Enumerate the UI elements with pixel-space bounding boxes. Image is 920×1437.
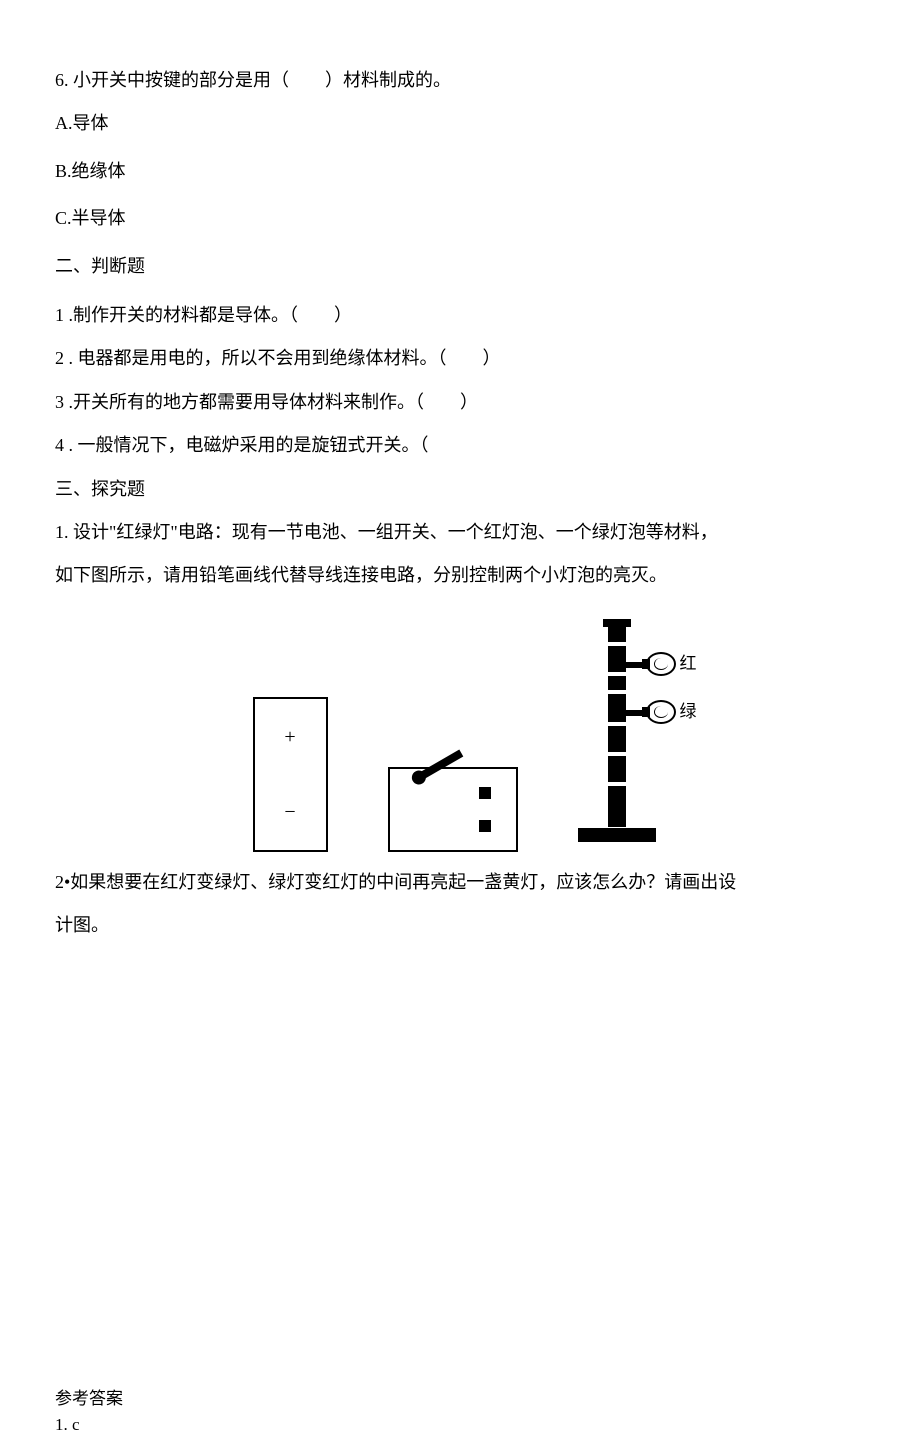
switch-terminal-2 xyxy=(479,820,491,832)
section-2-title: 二、判断题 xyxy=(55,246,865,287)
switch-terminal-1 xyxy=(479,787,491,799)
answer-title: 参考答案 xyxy=(55,1386,865,1412)
option-6b: B.绝缘体 xyxy=(55,151,865,192)
explore-q2-line2: 计图。 xyxy=(55,905,865,946)
option-6a: A.导体 xyxy=(55,103,865,144)
pole-stripe xyxy=(608,642,626,646)
question-6: 6. 小开关中按键的部分是用（ ）材料制成的。 xyxy=(55,60,865,101)
pole-base xyxy=(578,828,656,842)
bulb-green-label: 绿 xyxy=(680,703,697,720)
bulb-green-icon xyxy=(646,700,676,724)
judge-q2: 2 . 电器都是用电的，所以不会用到绝缘体材料。（ ） xyxy=(55,338,865,379)
pole-stripe xyxy=(608,672,626,676)
switch-lever xyxy=(416,749,463,781)
pole-stripe xyxy=(608,690,626,694)
pole-stripe xyxy=(608,782,626,786)
explore-q1-line1: 1. 设计"红绿灯"电路：现有一节电池、一组开关、一个红灯泡、一个绿灯泡等材料， xyxy=(55,512,865,553)
bulb-red-icon xyxy=(646,652,676,676)
battery-icon xyxy=(253,697,328,852)
circuit-diagram: 红 绿 xyxy=(55,622,865,852)
answer-section: 参考答案 1. c xyxy=(55,1386,865,1437)
light-pole: 红 绿 xyxy=(578,622,698,852)
pole-stripe xyxy=(608,752,626,756)
switch-icon xyxy=(388,767,518,852)
answer-1: 1. c xyxy=(55,1412,865,1437)
judge-q4: 4 . 一般情况下，电磁炉采用的是旋钮式开关。（ xyxy=(55,425,865,466)
section-3-title: 三、探究题 xyxy=(55,469,865,510)
judge-q3: 3 .开关所有的地方都需要用导体材料来制作。（ ） xyxy=(55,382,865,423)
option-6c: C.半导体 xyxy=(55,198,865,239)
bulb-red-label: 红 xyxy=(680,655,697,672)
explore-q2-line1: 2•如果想要在红灯变绿灯、绿灯变红灯的中间再亮起一盏黄灯，应该怎么办？请画出设 xyxy=(55,862,865,903)
judge-q1: 1 .制作开关的材料都是导体。（ ） xyxy=(55,295,865,336)
pole-stripe xyxy=(608,722,626,726)
explore-q1-line2: 如下图所示，请用铅笔画线代替导线连接电路，分别控制两个小灯泡的亮灭。 xyxy=(55,555,865,596)
